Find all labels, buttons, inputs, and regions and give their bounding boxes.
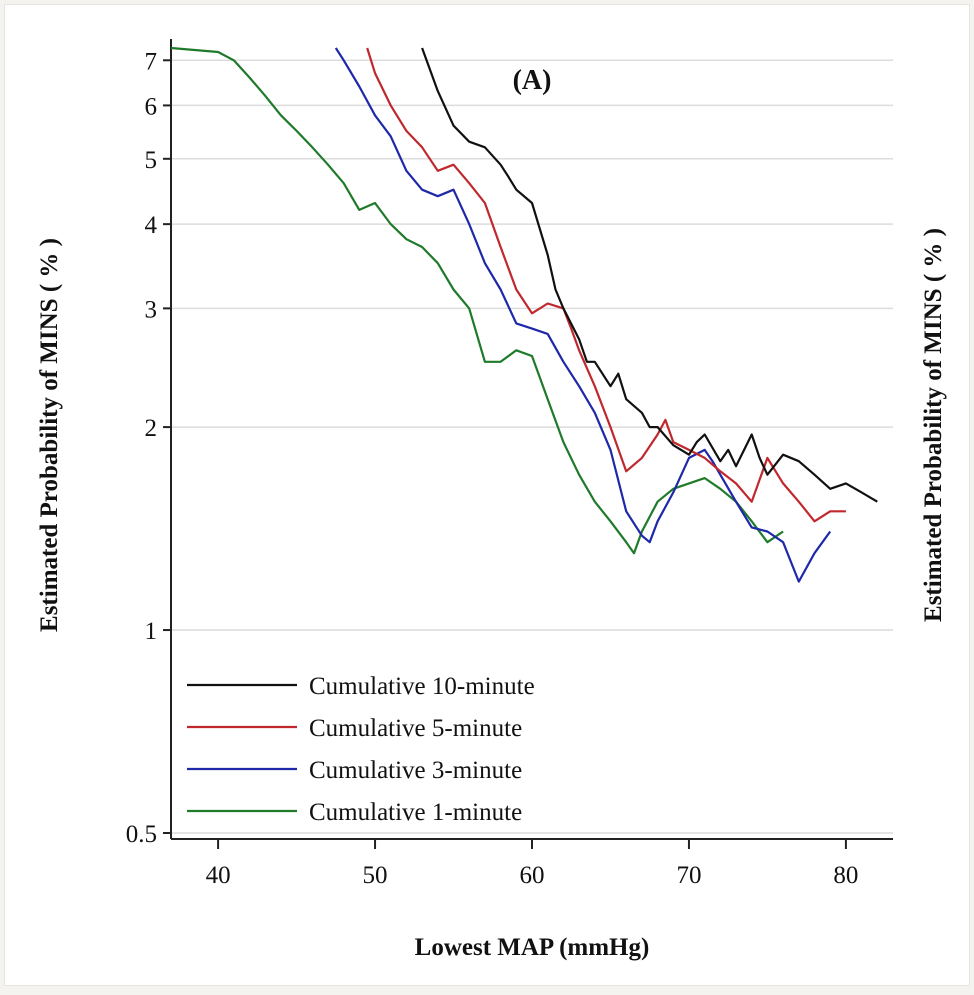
legend-label-cumulative-10-minute: Cumulative 10-minute <box>309 673 535 700</box>
y-tick-label: 6 <box>145 93 158 120</box>
y-tick-label: 3 <box>145 296 158 323</box>
x-tick-label: 70 <box>676 862 701 889</box>
y-axis-title-right: Estimated Probability of MINS ( % ) <box>920 228 947 622</box>
series-line-cumulative-1-minute <box>171 46 784 555</box>
x-tick-label: 80 <box>833 862 858 889</box>
legend-label-cumulative-1-minute: Cumulative 1-minute <box>309 799 522 826</box>
y-tick-label: 1 <box>145 618 158 645</box>
y-tick-label: 7 <box>145 48 158 75</box>
x-tick-label: 50 <box>363 862 388 889</box>
legend: Cumulative 10-minute Cumulative 5-minute C… <box>187 673 535 826</box>
chart-canvas: 0.5 1 2 3 4 5 6 7 40 50 60 70 80 (A) Lowest MAP (mm… <box>36 39 947 961</box>
series-line-cumulative-5-minute <box>366 47 846 523</box>
chart-page: 0.5 1 2 3 4 5 6 7 40 50 60 70 80 (A) Lowest MAP (mm… <box>5 5 969 985</box>
series-lines <box>171 46 878 583</box>
gridlines <box>171 59 893 834</box>
legend-label-cumulative-3-minute: Cumulative 3-minute <box>309 757 522 784</box>
y-tick-label: 0.5 <box>126 821 157 848</box>
x-axis-title: Lowest MAP (mmHg) <box>415 934 650 961</box>
series-line-cumulative-3-minute <box>334 47 832 583</box>
y-tick-label: 5 <box>145 147 158 174</box>
panel-label: (A) <box>513 65 552 96</box>
x-tick-label: 60 <box>520 862 545 889</box>
x-tick-label: 40 <box>206 862 231 889</box>
y-axis-title: Estimated Probability of MINS ( % ) <box>36 238 63 632</box>
y-tick-label: 2 <box>145 415 158 442</box>
x-ticks: 40 50 60 70 80 <box>206 839 858 889</box>
legend-label-cumulative-5-minute: Cumulative 5-minute <box>309 715 522 742</box>
y-tick-label: 4 <box>145 212 158 239</box>
series-line-cumulative-10-minute <box>421 47 878 503</box>
y-ticks: 0.5 1 2 3 4 5 6 7 <box>126 48 171 848</box>
